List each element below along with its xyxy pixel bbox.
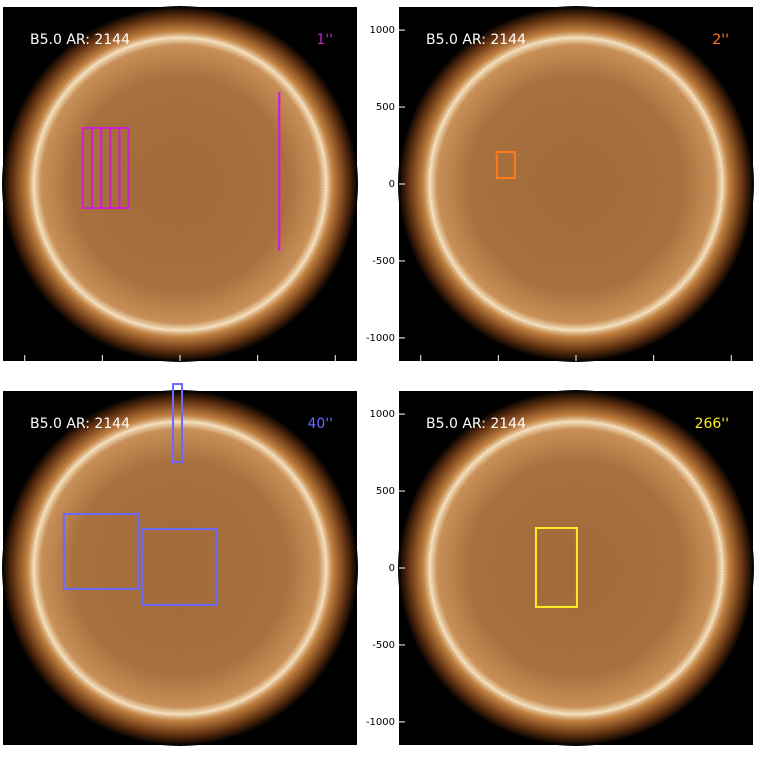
panel-title: B5.0 AR: 2144 <box>426 416 526 432</box>
panel-label: 1'' <box>316 32 333 48</box>
x-tick-label: 1000 <box>719 367 744 378</box>
x-tick-label: 1000 <box>323 367 348 378</box>
fov-box <box>118 126 130 210</box>
solar-limb <box>428 36 724 332</box>
x-tick-label: 0 <box>573 367 579 378</box>
x-tick-label: 500 <box>644 367 663 378</box>
solar-limb <box>32 36 328 332</box>
x-tick-label: -500 <box>91 367 114 378</box>
fov-box <box>62 512 139 590</box>
y-tick-label: 1000 <box>370 25 395 36</box>
panel-label: 40'' <box>307 416 333 432</box>
fov-box <box>140 528 218 606</box>
y-tick-label: -1000 <box>366 717 395 728</box>
y-tick-label: -1000 <box>366 333 395 344</box>
x-tick-label: -500 <box>487 367 510 378</box>
footer: SDO/AIA 193 2014-08-15 03:10:31 UT <box>5 746 139 754</box>
y-tick-label: -500 <box>372 640 395 651</box>
solar-limb <box>428 420 724 716</box>
x-tick-label: 0 <box>177 367 183 378</box>
fov-box <box>534 526 578 608</box>
y-tick-label: 0 <box>389 563 395 574</box>
sun-disk <box>2 390 358 746</box>
panel-label: 2'' <box>712 32 729 48</box>
sun-disk <box>2 6 358 362</box>
y-tick-label: 0 <box>389 179 395 190</box>
x-tick-label: -1000 <box>10 367 39 378</box>
footer: SDO/AIA 193 2014-08-15 03:10:31 UT <box>401 746 535 754</box>
fov-box <box>495 150 516 179</box>
sun-disk <box>398 6 754 362</box>
x-tick-label: 500 <box>248 367 267 378</box>
panel-title: B5.0 AR: 2144 <box>30 416 130 432</box>
panel-title: B5.0 AR: 2144 <box>426 32 526 48</box>
fov-box <box>172 383 184 464</box>
panel-label: 266'' <box>695 416 729 432</box>
panel-title: B5.0 AR: 2144 <box>30 32 130 48</box>
solar-limb <box>32 420 328 716</box>
y-tick-label: 1000 <box>370 409 395 420</box>
x-tick-label: -1000 <box>406 367 435 378</box>
y-tick-label: 500 <box>376 102 395 113</box>
footer: SDO/AIA 193 2014-08-15 03:10:31 UT <box>5 362 139 370</box>
y-tick-label: 500 <box>376 486 395 497</box>
footer: SDO/AIA 193 2014-08-15 03:10:31 UT <box>401 362 535 370</box>
y-tick-label: -500 <box>372 256 395 267</box>
